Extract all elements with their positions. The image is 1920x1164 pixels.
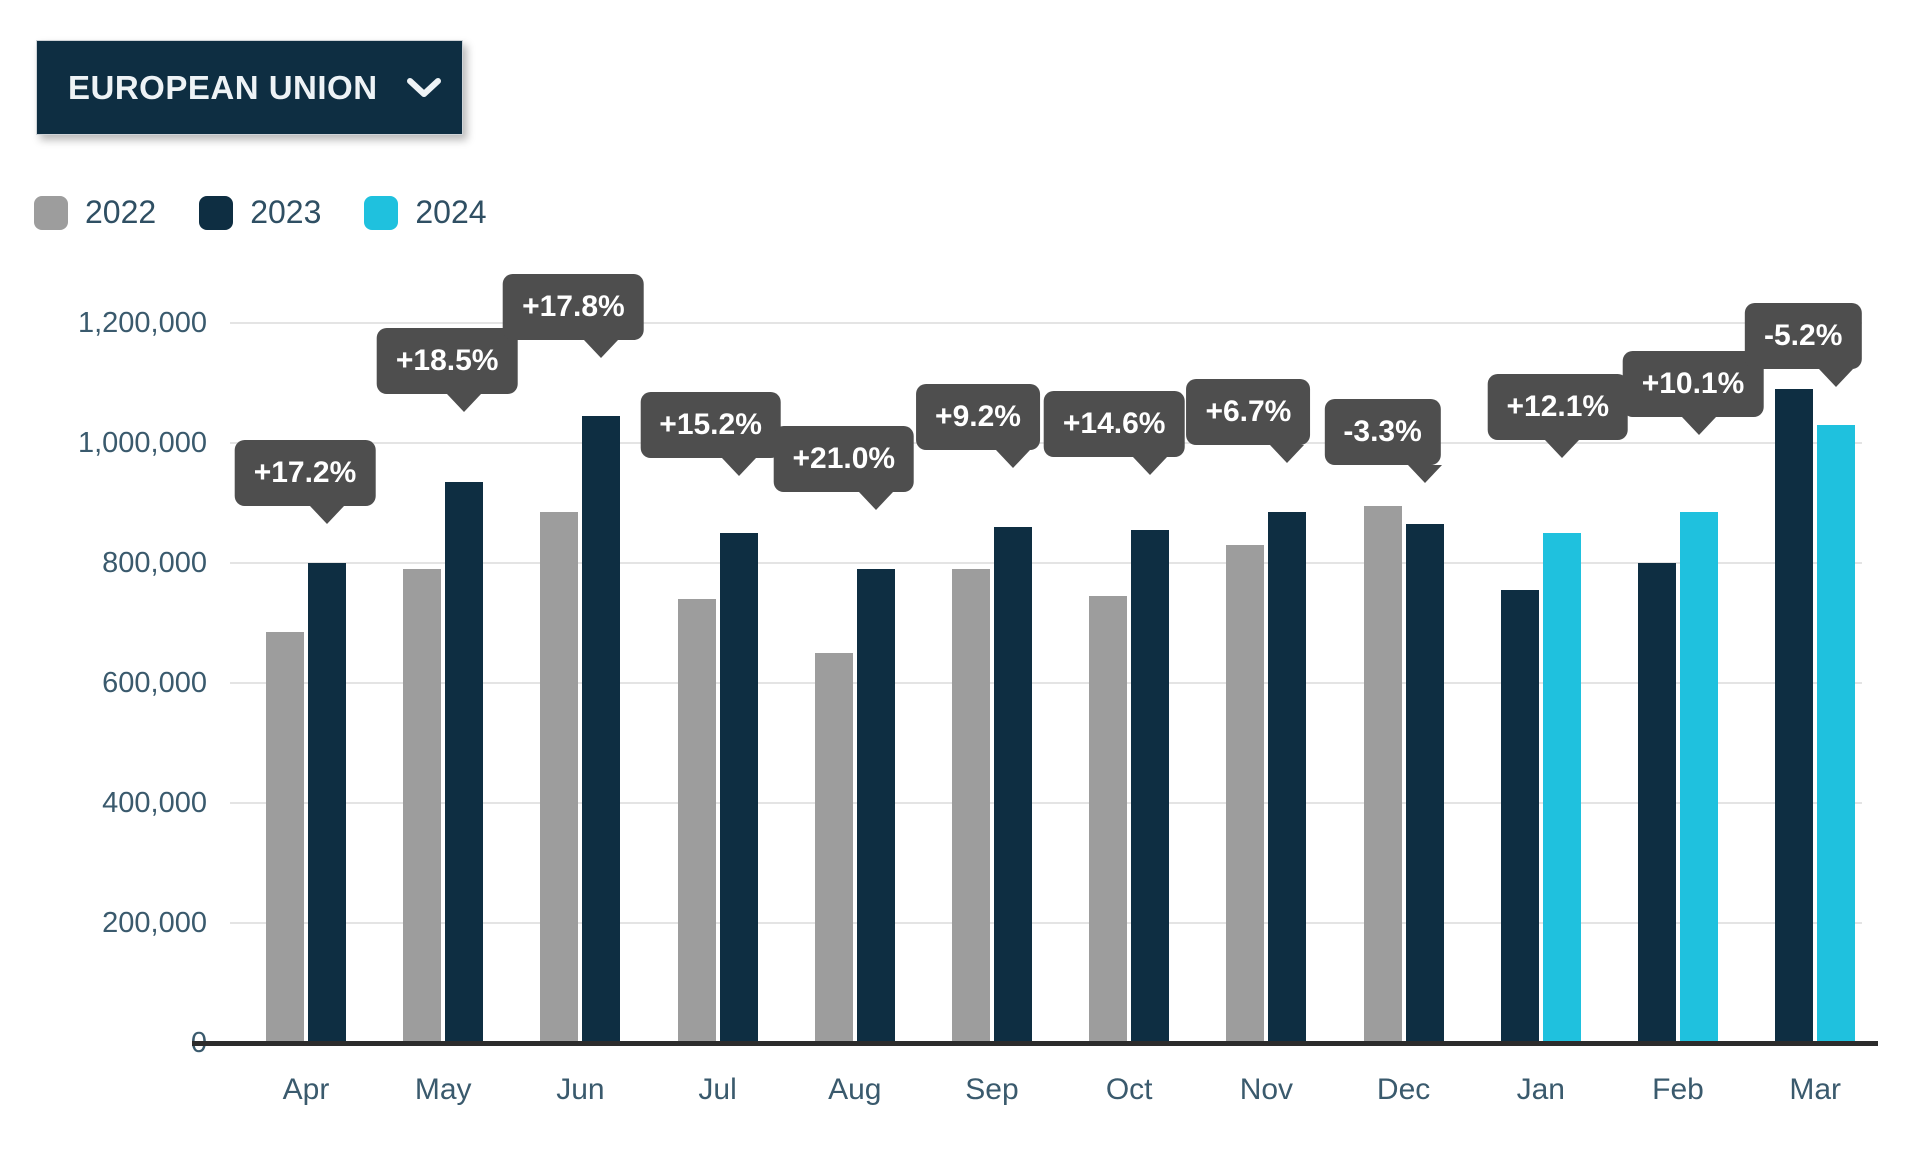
change-tooltip-jun: +17.8%: [503, 274, 644, 340]
bar-2022-dec[interactable]: [1363, 506, 1402, 1043]
region-dropdown-label: EUROPEAN UNION: [68, 68, 378, 106]
legend-item-2023[interactable]: 2023: [199, 194, 334, 231]
tooltip-pointer: [1819, 369, 1854, 387]
bar-2023-jul[interactable]: [719, 533, 758, 1043]
x-axis-label-jan: Jan: [1516, 1073, 1565, 1106]
legend: 2022 2023 2024: [34, 194, 530, 231]
change-tooltip-mar: -5.2%: [1745, 303, 1862, 369]
tooltip-pointer: [1133, 457, 1168, 475]
bar-2022-jun[interactable]: [540, 512, 579, 1043]
legend-swatch: [364, 195, 399, 230]
x-axis-label-jul: Jul: [698, 1073, 737, 1106]
bar-2023-aug[interactable]: [856, 569, 895, 1043]
x-axis-label-jun: Jun: [556, 1073, 605, 1106]
x-axis-label-dec: Dec: [1376, 1073, 1431, 1106]
y-axis-tick-label: 1,200,000: [77, 307, 207, 339]
x-axis-label-may: May: [414, 1073, 472, 1106]
change-tooltip-apr: +17.2%: [234, 440, 376, 506]
tooltip-pointer: [447, 394, 482, 412]
gridline: [230, 922, 1862, 924]
change-tooltip-jul: +15.2%: [640, 392, 781, 458]
legend-year-label: 2024: [415, 194, 487, 230]
x-axis-label-oct: Oct: [1105, 1073, 1153, 1106]
change-tooltip-feb: +10.1%: [1622, 351, 1764, 417]
chevron-down-icon: [406, 77, 441, 97]
bar-2024-mar[interactable]: [1817, 425, 1856, 1043]
legend-year-label: 2023: [250, 194, 322, 230]
tooltip-pointer: [1270, 445, 1305, 463]
tooltip-pointer: [584, 340, 619, 358]
bar-2023-dec[interactable]: [1405, 524, 1444, 1043]
bar-2024-feb[interactable]: [1680, 512, 1718, 1043]
legend-year-label: 2022: [85, 194, 157, 230]
bar-2023-jun[interactable]: [582, 416, 621, 1043]
tooltip-pointer: [996, 450, 1030, 468]
legend-item-2022[interactable]: 2022: [34, 194, 169, 231]
bar-2022-nov[interactable]: [1226, 545, 1265, 1043]
x-axis-label-apr: Apr: [282, 1073, 330, 1106]
change-tooltip-may: +18.5%: [376, 328, 518, 394]
gridline: [230, 682, 1862, 684]
y-axis-tick-label: 600,000: [102, 667, 207, 699]
legend-swatch: [199, 195, 234, 230]
gridline: [230, 562, 1862, 564]
bar-2023-mar[interactable]: [1775, 389, 1814, 1043]
legend-swatch: [34, 195, 68, 230]
y-axis-tick-label: 0: [0, 1026, 207, 1060]
change-tooltip-aug: +21.0%: [773, 426, 915, 492]
bar-2022-oct[interactable]: [1089, 596, 1128, 1043]
change-tooltip-dec: -3.3%: [1324, 399, 1441, 465]
bar-2023-jan[interactable]: [1500, 590, 1539, 1043]
change-tooltip-nov: +6.7%: [1186, 379, 1311, 445]
x-axis-label-feb: Feb: [1652, 1073, 1704, 1106]
bar-2022-apr[interactable]: [266, 632, 304, 1043]
bar-2023-may[interactable]: [445, 482, 484, 1043]
bar-2023-oct[interactable]: [1131, 530, 1170, 1043]
tooltip-pointer: [1682, 417, 1716, 435]
tooltip-pointer: [1407, 465, 1442, 483]
y-axis-tick-label: 800,000: [102, 547, 207, 579]
x-axis-line: [192, 1041, 1878, 1046]
bar-2022-sep[interactable]: [952, 569, 990, 1043]
tooltip-pointer: [1544, 440, 1579, 458]
legend-item-2024[interactable]: 2024: [364, 194, 499, 231]
change-tooltip-jan: +12.1%: [1487, 374, 1629, 440]
bar-2022-jul[interactable]: [677, 599, 716, 1043]
tooltip-pointer: [858, 492, 893, 510]
change-tooltip-oct: +14.6%: [1043, 391, 1185, 457]
tooltip-pointer: [310, 506, 344, 524]
bar-2022-may[interactable]: [403, 569, 442, 1043]
bar-2023-nov[interactable]: [1268, 512, 1307, 1043]
y-axis-tick-label: 1,000,000: [77, 427, 207, 459]
region-dropdown[interactable]: EUROPEAN UNION: [36, 40, 463, 135]
change-tooltip-sep: +9.2%: [916, 384, 1040, 450]
y-axis-tick-label: 400,000: [102, 787, 207, 819]
bar-2023-apr[interactable]: [308, 563, 346, 1043]
x-axis-label-mar: Mar: [1789, 1073, 1842, 1106]
bar-2023-sep[interactable]: [994, 527, 1032, 1043]
y-axis-tick-label: 200,000: [102, 907, 207, 939]
x-axis-label-sep: Sep: [965, 1073, 1019, 1106]
bar-2023-feb[interactable]: [1638, 563, 1676, 1043]
gridline: [230, 802, 1862, 804]
tooltip-pointer: [721, 458, 756, 476]
gridline: [230, 322, 1862, 324]
bar-2024-jan[interactable]: [1542, 533, 1581, 1043]
x-axis-label-aug: Aug: [828, 1073, 882, 1106]
bar-2022-aug[interactable]: [814, 653, 853, 1043]
x-axis-label-nov: Nov: [1239, 1073, 1294, 1106]
